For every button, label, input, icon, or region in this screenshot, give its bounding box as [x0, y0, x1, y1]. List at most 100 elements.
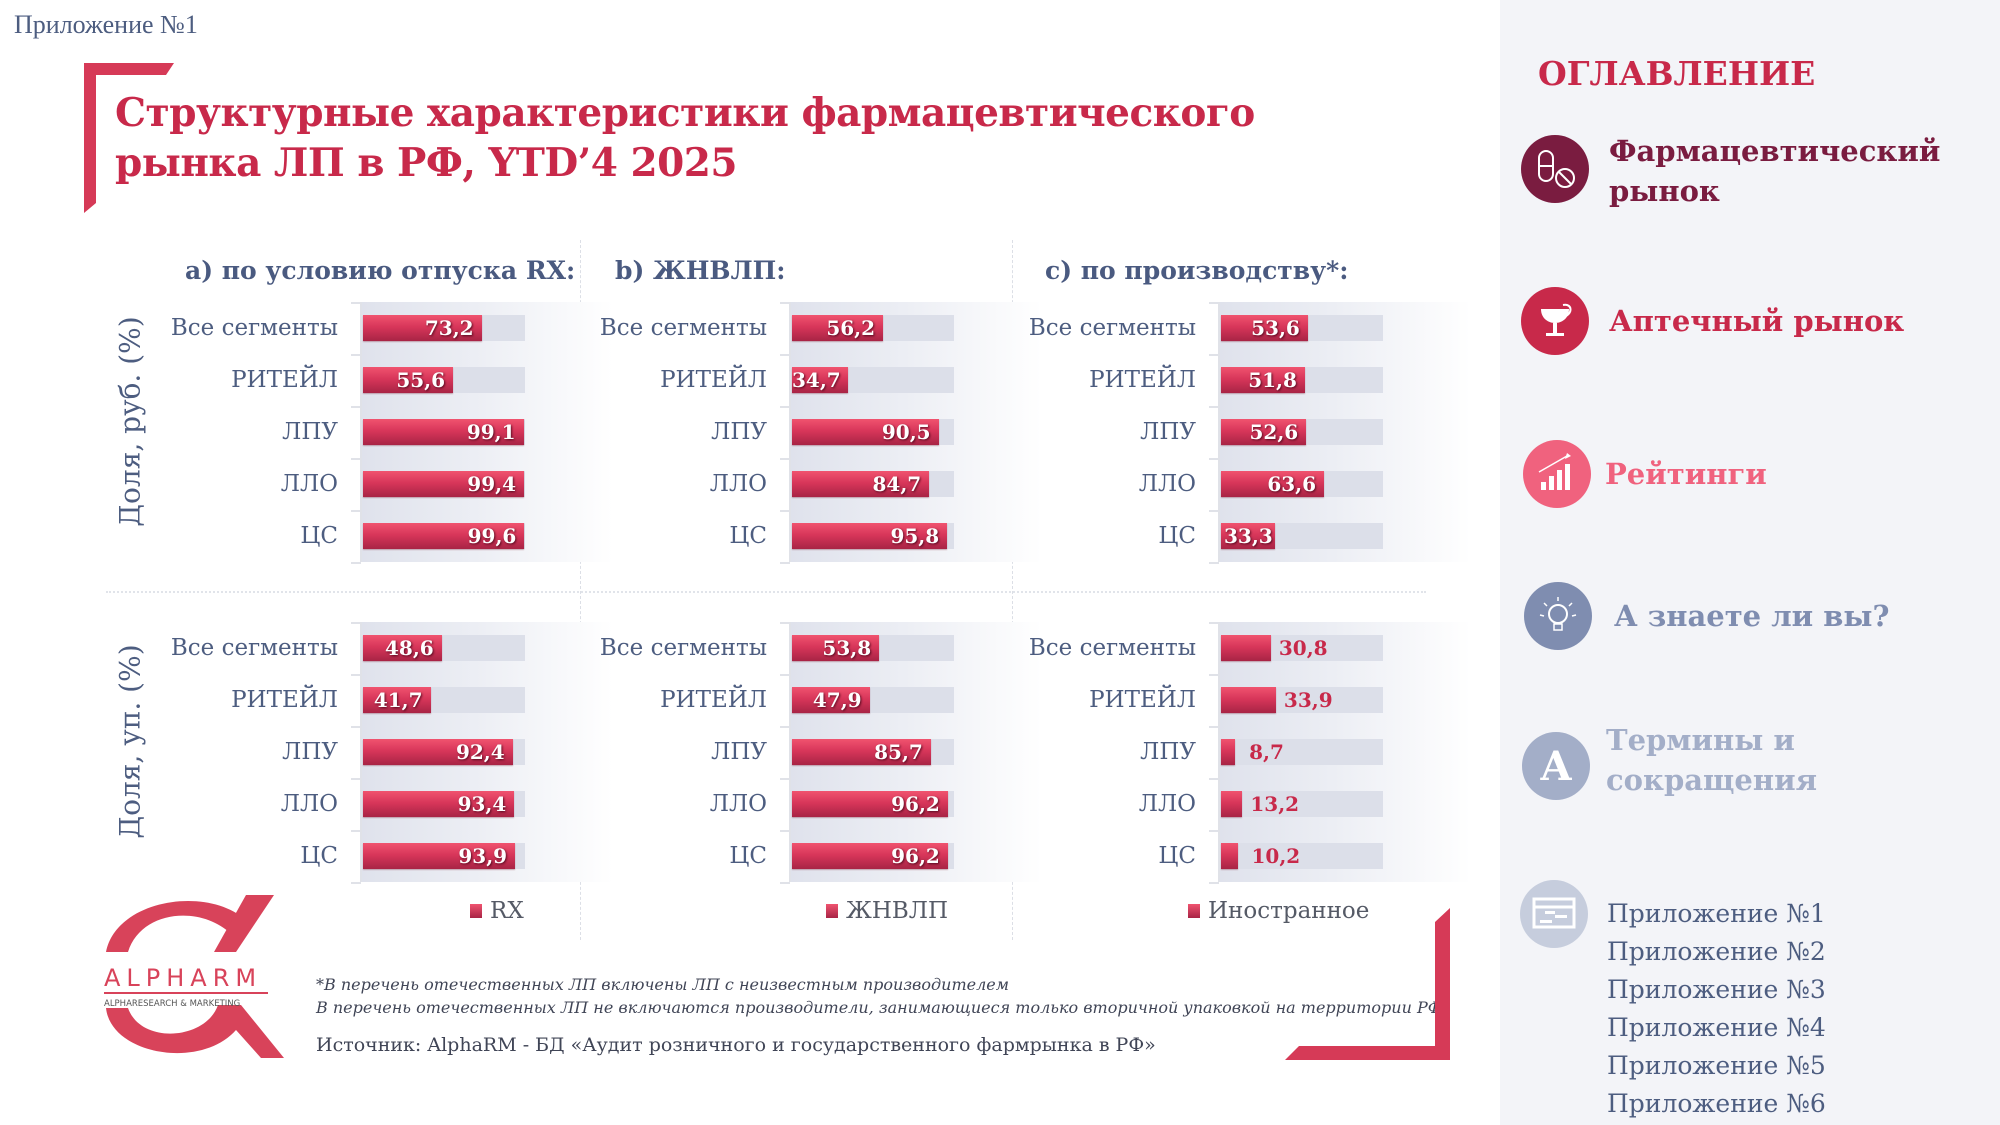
bar-track [1221, 843, 1383, 869]
row-divider [106, 591, 1426, 593]
axis-tick [780, 778, 790, 780]
bar[interactable] [363, 367, 454, 393]
alpharm-logo: ALPHARM ALPHARESEARCH & MARKETING [104, 895, 284, 1058]
category-label: ЦС [300, 843, 338, 869]
appendix-link[interactable]: Приложение №3 [1607, 975, 1826, 1004]
bar[interactable] [363, 315, 482, 341]
axis-tick [780, 406, 790, 408]
bar[interactable] [1221, 635, 1271, 661]
category-axis [360, 302, 362, 562]
panel-c-title: c) по производству*: [1045, 256, 1349, 285]
data-label: 90,5 [881, 420, 931, 444]
axis-tick [1209, 674, 1219, 676]
data-label: 63,6 [1267, 472, 1317, 496]
category-label: ЛЛО [709, 471, 767, 497]
category-label: ЛПУ [282, 739, 338, 765]
axis-tick [780, 674, 790, 676]
appendix-link[interactable]: Приложение №4 [1607, 1013, 1826, 1042]
bar[interactable] [1221, 843, 1238, 869]
bar[interactable] [1221, 471, 1325, 497]
bar[interactable] [363, 635, 442, 661]
category-label: Все сегменты [599, 635, 767, 661]
axis-tick [1209, 778, 1219, 780]
legend-swatch [1188, 904, 1200, 918]
toc-label-line2: рынок [1609, 174, 1720, 208]
bar[interactable] [792, 471, 930, 497]
axis-tick [351, 622, 361, 624]
toc-item-ratings[interactable]: Рейтинги [1523, 440, 1767, 508]
bar[interactable] [792, 419, 939, 445]
category-axis [789, 622, 791, 882]
axis-tick [780, 726, 790, 728]
bar[interactable] [792, 523, 948, 549]
bar[interactable] [1221, 523, 1275, 549]
data-label: 56,2 [826, 316, 876, 340]
bar[interactable] [792, 367, 849, 393]
lightbulb-icon [1524, 582, 1592, 650]
data-label: 30,8 [1278, 636, 1328, 660]
axis-tick [1209, 726, 1219, 728]
logo-name: ALPHARM [104, 964, 262, 992]
appendix-label: Приложение №1 [14, 10, 198, 39]
bar[interactable] [363, 739, 513, 765]
data-label: 93,9 [458, 844, 508, 868]
toc-label: А знаете ли вы? [1614, 599, 1890, 633]
bar[interactable] [1221, 419, 1307, 445]
axis-tick [780, 458, 790, 460]
category-label: ЛПУ [711, 419, 767, 445]
bar[interactable] [1221, 687, 1276, 713]
category-label: РИТЕЙЛ [660, 367, 767, 393]
toc-item-pharma-market[interactable]: Фармацевтический рынок [1521, 134, 1940, 211]
legend-foreign: Иностранное [1188, 898, 1369, 924]
bar[interactable] [792, 739, 931, 765]
appendix-link[interactable]: Приложение №5 [1607, 1051, 1826, 1080]
bar[interactable] [792, 315, 884, 341]
bar[interactable] [1221, 367, 1305, 393]
bar[interactable] [363, 523, 525, 549]
toc-item-pharmacy-market[interactable]: Аптечный рынок [1521, 287, 1904, 355]
axis-tick [1209, 354, 1219, 356]
source-text: Источник: AlphaRM - БД «Аудит розничного… [316, 1034, 1156, 1056]
axis-tick [780, 510, 790, 512]
bar[interactable] [1221, 791, 1243, 817]
data-label: 99,4 [467, 472, 517, 496]
page-title-line2: рынка ЛП в РФ, YTD’4 2025 [115, 140, 737, 186]
title-bracket-decoration [84, 63, 174, 213]
bar-track [1221, 739, 1383, 765]
category-label: РИТЕЙЛ [231, 687, 338, 713]
bar[interactable] [363, 687, 431, 713]
appendix-link[interactable]: Приложение №6 [1607, 1089, 1826, 1118]
bar[interactable] [792, 843, 948, 869]
bar[interactable] [363, 843, 516, 869]
axis-tick [1209, 882, 1219, 884]
bar[interactable] [1221, 739, 1236, 765]
category-label: РИТЕЙЛ [1089, 687, 1196, 713]
toc-item-terms[interactable]: A Термины и сокращения [1522, 720, 1817, 800]
axis-tick [780, 830, 790, 832]
bar[interactable] [792, 687, 870, 713]
bar[interactable] [1221, 315, 1308, 341]
data-label: 33,3 [1224, 524, 1273, 548]
category-label: ЛПУ [711, 739, 767, 765]
data-label: 41,7 [373, 688, 423, 712]
bar[interactable] [792, 635, 880, 661]
axis-tick [780, 302, 790, 304]
bar[interactable] [363, 791, 515, 817]
pharmacy-bowl-icon [1521, 287, 1589, 355]
data-label: 99,6 [467, 524, 517, 548]
data-label: 55,6 [396, 368, 446, 392]
category-label: ЦС [1158, 843, 1196, 869]
axis-tick [780, 622, 790, 624]
category-label: Все сегменты [170, 635, 338, 661]
category-label: Все сегменты [1028, 635, 1196, 661]
axis-tick [1209, 302, 1219, 304]
bar[interactable] [363, 471, 525, 497]
toc-item-did-you-know[interactable]: А знаете ли вы? [1524, 582, 1889, 650]
appendix-link[interactable]: Приложение №1 [1607, 899, 1826, 928]
footnote-2: В перечень отечественных ЛП не включаютс… [316, 998, 1442, 1017]
bar[interactable] [792, 791, 948, 817]
appendix-link[interactable]: Приложение №2 [1607, 937, 1826, 966]
bar[interactable] [363, 419, 524, 445]
legend-label: Иностранное [1208, 898, 1370, 924]
category-label: ЦС [729, 523, 767, 549]
